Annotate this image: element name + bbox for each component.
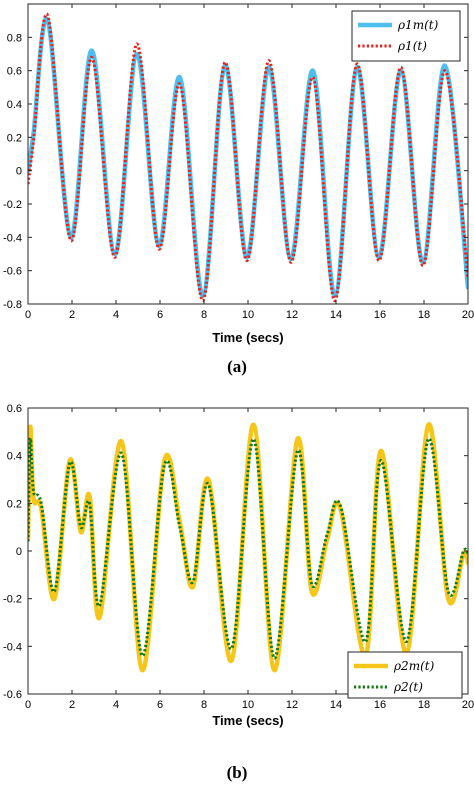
legend: ρ1m(t) ρ1(t) <box>351 10 461 62</box>
x-tick-label: 10 <box>242 699 254 711</box>
x-tick-label: 20 <box>462 699 474 711</box>
y-tick-label: -0.2 <box>3 199 22 211</box>
y-tick-label: 0 <box>16 546 22 558</box>
x-axis-label: Time (secs) <box>212 330 283 345</box>
panel-label: (a) <box>227 357 247 376</box>
legend-label-1: ρ1m(t) <box>397 18 439 32</box>
legend: ρ2m(t) ρ2(t) <box>347 651 463 699</box>
legend-label-1: ρ2m(t) <box>393 659 435 673</box>
y-tick-label: -0.4 <box>3 232 22 244</box>
y-tick-label: 0.6 <box>7 403 22 415</box>
x-tick-label: 14 <box>330 309 342 321</box>
panel-label: (b) <box>227 763 248 782</box>
x-tick-label: 4 <box>113 309 119 321</box>
series-line-2 <box>28 436 468 660</box>
legend-label-2: ρ1(t) <box>397 39 427 53</box>
x-tick-label: 16 <box>374 699 386 711</box>
series-line-1 <box>28 422 468 673</box>
x-axis-label: Time (secs) <box>212 713 283 728</box>
y-tick-label: 0.8 <box>7 32 22 44</box>
x-tick-label: 20 <box>462 309 474 321</box>
y-tick-label: -0.2 <box>3 594 22 606</box>
chart-panel-b: 0 2 4 6 8 10 12 14 16 18 20 -0.6 -0.4 -0.2 0 0.2 0.4 0.6 T… <box>3 403 474 782</box>
y-tick-label: 0.4 <box>7 99 22 111</box>
y-tick-label: 0.6 <box>7 66 22 78</box>
x-tick-label: 14 <box>330 699 342 711</box>
series-group <box>28 422 468 673</box>
x-tick-label: 10 <box>242 309 254 321</box>
legend-box <box>351 10 461 62</box>
legend-box <box>347 651 463 699</box>
y-tick-label: -0.6 <box>3 266 22 278</box>
y-tick-label: 0 <box>16 166 22 178</box>
chart-panel-a: 0 2 4 6 8 10 12 14 16 18 20 -0.8 -0.6 -0.4 -0.2 0 0.2 0.4… <box>3 3 474 376</box>
x-tick-label: 16 <box>374 309 386 321</box>
x-tick-label: 2 <box>69 309 75 321</box>
x-tick-label: 8 <box>201 309 207 321</box>
x-tick-label: 6 <box>157 699 163 711</box>
x-tick-label: 12 <box>286 309 298 321</box>
x-tick-label: 0 <box>25 699 31 711</box>
series-line-2 <box>28 12 468 303</box>
y-tick-label: -0.4 <box>3 641 22 653</box>
y-tick-label: 0.2 <box>7 498 22 510</box>
series-line-1 <box>28 16 468 298</box>
y-tick-label: 0.4 <box>7 451 22 463</box>
y-tick-label: 0.2 <box>7 132 22 144</box>
x-tick-label: 18 <box>418 699 430 711</box>
x-tick-label: 12 <box>286 699 298 711</box>
x-tick-label: 6 <box>157 309 163 321</box>
x-tick-label: 8 <box>201 699 207 711</box>
x-tick-label: 2 <box>69 699 75 711</box>
x-tick-label: 18 <box>418 309 430 321</box>
x-tick-label: 4 <box>113 699 119 711</box>
legend-label-2: ρ2(t) <box>393 680 423 694</box>
series-group <box>28 12 468 303</box>
x-tick-label: 0 <box>25 309 31 321</box>
y-tick-label: -0.8 <box>3 299 22 311</box>
y-tick-label: -0.6 <box>3 689 22 701</box>
